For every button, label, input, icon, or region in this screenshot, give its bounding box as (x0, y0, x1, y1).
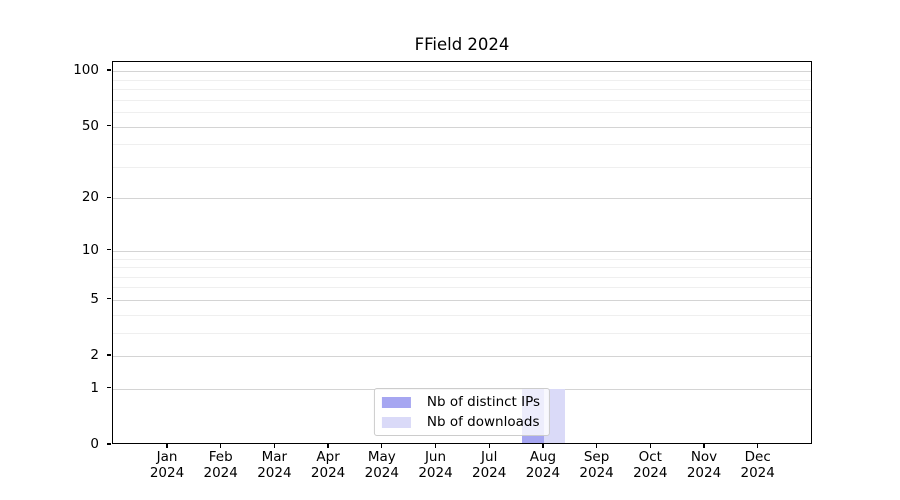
y-tick-mark (107, 298, 111, 300)
gridline-minor (113, 267, 811, 268)
gridline-minor (113, 99, 811, 101)
x-tick-label: Apr 2024 (310, 449, 346, 481)
x-tick-mark (757, 444, 759, 448)
gridline-major (113, 198, 811, 200)
legend-item-distinct-ips: Nb of distinct IPs (381, 394, 541, 410)
x-tick-mark (703, 444, 705, 448)
gridline-minor (113, 276, 811, 278)
plot-area: Nb of distinct IPs Nb of downloads (112, 61, 812, 444)
x-tick-label: Sep 2024 (579, 449, 614, 481)
y-tick-mark (107, 124, 111, 127)
x-tick-label: Dec 2024 (740, 449, 775, 481)
chart-title: FField 2024 (414, 35, 510, 54)
gridline-minor (113, 287, 811, 289)
y-tick-mark (107, 354, 111, 356)
x-tick-label: Aug 2024 (525, 449, 561, 481)
x-tick-mark (542, 444, 544, 448)
y-tick-label: 20 (81, 189, 99, 206)
legend: Nb of distinct IPs Nb of downloads (373, 388, 551, 436)
gridline-minor (113, 111, 811, 113)
x-tick-label: Oct 2024 (633, 449, 668, 481)
x-tick-mark (273, 444, 276, 448)
x-tick-label: May 2024 (364, 449, 399, 481)
y-tick-label: 10 (81, 241, 99, 258)
gridline-minor (113, 144, 811, 146)
legend-label-downloads: Nb of downloads (426, 414, 540, 430)
gridline-minor (113, 258, 811, 260)
x-tick-label: Jun 2024 (418, 449, 453, 481)
x-tick-label: Nov 2024 (686, 449, 722, 481)
y-tick-label: 0 (90, 436, 99, 452)
gridline-major (113, 299, 811, 301)
y-tick-label: 2 (90, 347, 99, 363)
gridline-minor (113, 166, 811, 168)
y-tick-label: 50 (81, 117, 99, 134)
legend-item-downloads: Nb of downloads (381, 414, 540, 430)
x-tick-mark (488, 444, 490, 448)
gridline-major (113, 126, 811, 128)
legend-swatch-distinct-ips (381, 396, 411, 408)
y-tick-label: 1 (90, 379, 99, 396)
gridline-minor (113, 89, 811, 90)
gridline-minor (113, 314, 811, 316)
y-tick-mark (107, 249, 111, 251)
y-tick-label: 100 (73, 62, 99, 79)
x-tick-label: Jan 2024 (149, 449, 185, 481)
x-tick-label: Feb 2024 (203, 449, 238, 481)
x-tick-mark (166, 444, 168, 448)
x-tick-mark (649, 444, 651, 448)
y-tick-mark (107, 69, 111, 71)
x-tick-label: Jul 2024 (472, 449, 507, 481)
x-tick-mark (381, 444, 383, 448)
x-tick-label: Mar 2024 (257, 449, 292, 481)
gridline-major (113, 356, 811, 357)
y-tick-mark (107, 443, 111, 445)
x-tick-mark (220, 444, 222, 448)
legend-label-distinct-ips: Nb of distinct IPs (426, 394, 541, 410)
y-tick-label: 5 (90, 290, 99, 307)
x-tick-mark (327, 444, 329, 448)
gridline-minor (113, 79, 811, 81)
gridline-major (113, 250, 811, 252)
legend-swatch-downloads (381, 416, 411, 428)
x-tick-mark (434, 444, 437, 448)
y-tick-mark (107, 196, 111, 198)
gridline-minor (113, 332, 811, 334)
y-tick-mark (107, 387, 111, 389)
x-tick-mark (595, 444, 598, 448)
gridline-major (113, 71, 811, 73)
